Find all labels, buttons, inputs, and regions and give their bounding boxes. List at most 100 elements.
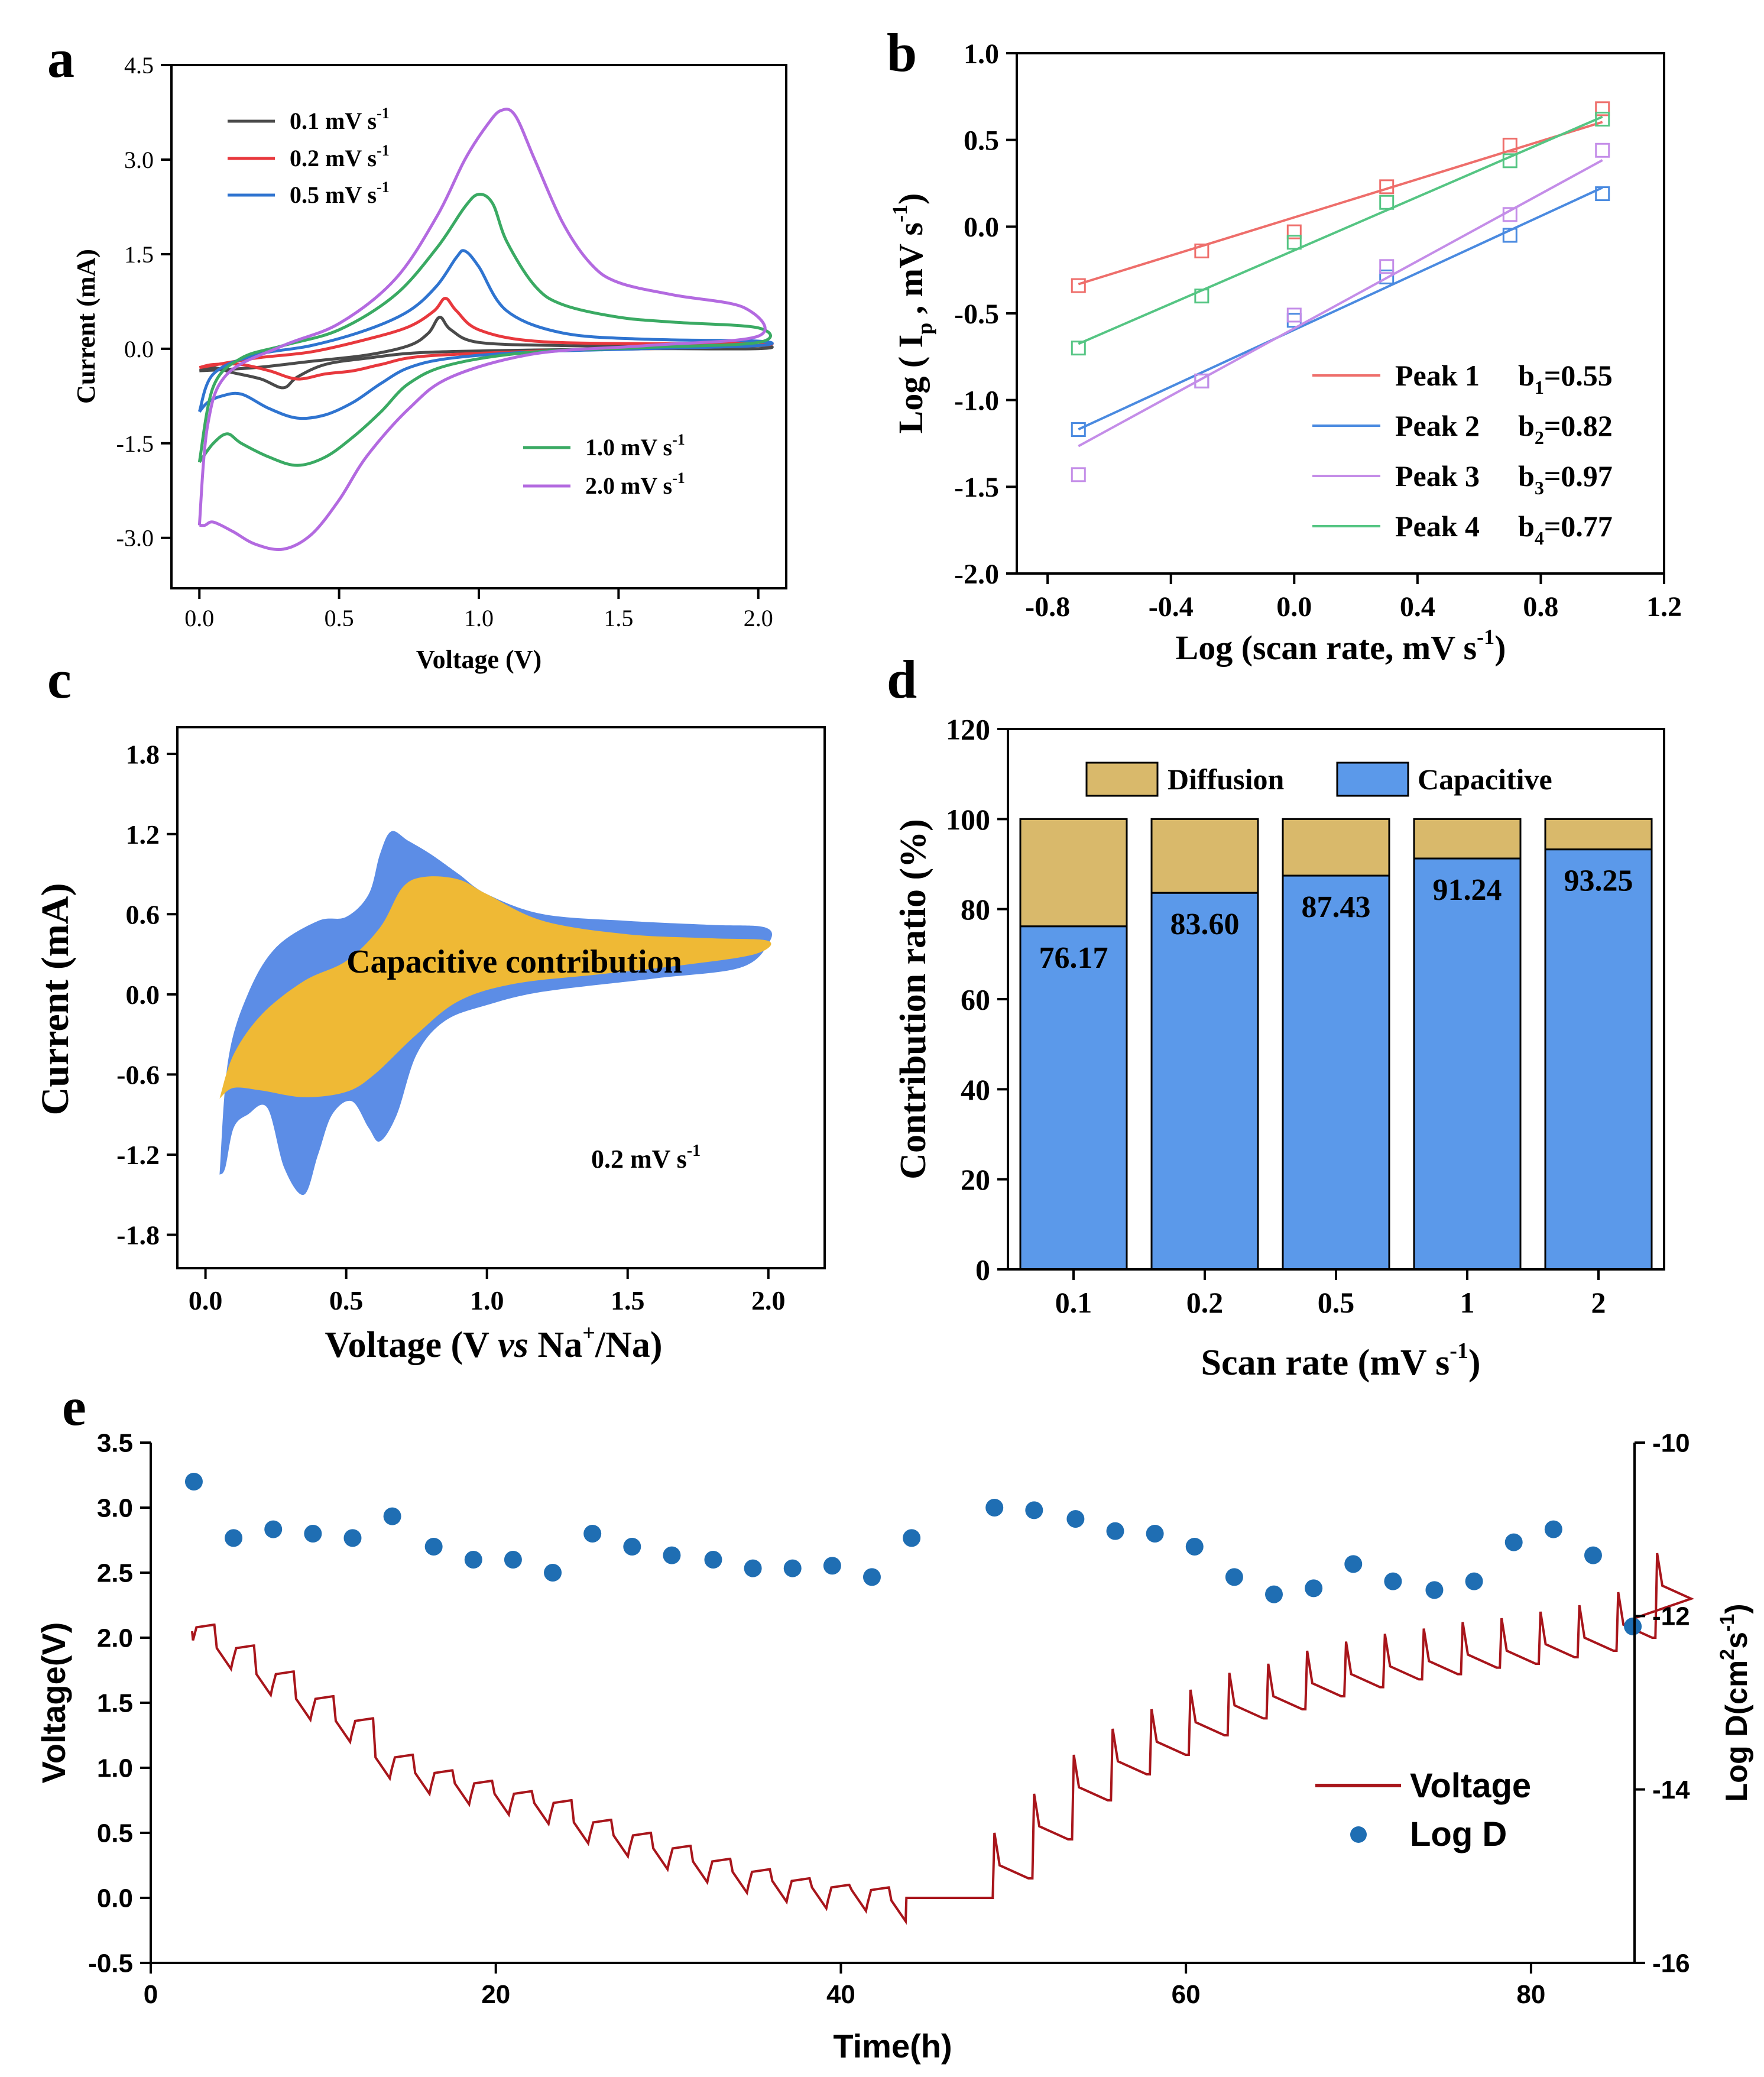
fit-line-peak-1: [1078, 121, 1603, 286]
logd-point-0: [184, 1473, 203, 1490]
bar-capacitive-1: [1413, 857, 1522, 1271]
panel-d-bars: 76.17 83.60 87.43 91.24 93.25: [1019, 818, 1653, 1271]
logd-point-30: [1425, 1581, 1444, 1599]
point-peak-4-1: [1194, 289, 1209, 304]
bar-capacitive-0.5: [1282, 874, 1390, 1271]
panel-e-right-ytick-label--12: -12: [1652, 1602, 1690, 1631]
panel-d-legend: Diffusion Capacitive: [1085, 762, 1552, 797]
panel-a-ytick-label--3.0: -3.0: [116, 525, 154, 552]
panel-c-xtick-label-1.0: 1.0: [470, 1285, 504, 1315]
legend-label-0.5: 0.5 mV s-1: [290, 179, 390, 208]
panel-a-label: a: [47, 28, 74, 89]
logd-point-3: [304, 1525, 322, 1543]
point-peak-3-1: [1194, 373, 1209, 388]
panel-e-ytick-label-1.5: 1.5: [97, 1689, 133, 1718]
panel-a-ytick-label-4.5: 4.5: [124, 52, 154, 79]
panel-c-xtick-label-0.5: 0.5: [329, 1285, 364, 1315]
bar-diffusion-0.2: [1150, 818, 1259, 894]
bar-value-label-0.1: 76.17: [1039, 941, 1108, 975]
panel-b-ytick-label-0.5: 0.5: [964, 125, 999, 156]
logd-point-6: [424, 1538, 443, 1556]
point-peak-1-0: [1071, 278, 1086, 293]
panel-a-ytick-label-1.5: 1.5: [124, 241, 154, 268]
panel-a-ytick-label-3.0: 3.0: [124, 147, 154, 173]
logd-point-35: [1624, 1617, 1642, 1635]
panel-b-xtick-label-0.8: 0.8: [1523, 591, 1558, 623]
point-peak-2-0: [1071, 422, 1086, 438]
bar-capacitive-2: [1544, 848, 1653, 1271]
panel-c-xtick-label-2.0: 2.0: [751, 1285, 786, 1315]
panel-b-ytick-label--2.0: -2.0: [954, 559, 999, 590]
panel-a-ticks: 0.0 0.5 1.0 1.5 2.0 -3.0 -1.5 0.0 1.5 3.0 4.5: [116, 52, 773, 631]
bar-capacitive-0.2: [1150, 892, 1259, 1271]
logd-point-20: [1025, 1501, 1043, 1519]
panel-e-ylabel-right: Log D(cm2s-1): [1716, 1603, 1754, 1801]
panel-a-ytick-label-0.0: 0.0: [124, 336, 154, 362]
logd-point-34: [1584, 1546, 1602, 1564]
bar-diffusion-2: [1544, 818, 1653, 851]
panel-e-xtick-label-0: 0: [144, 1980, 158, 2009]
point-peak-3-0: [1071, 467, 1086, 482]
bar-value-label-1: 91.24: [1433, 873, 1502, 907]
logd-point-12: [663, 1546, 681, 1564]
legend-marker-logd: [1350, 1826, 1367, 1843]
legend-swatch-capacitive: [1336, 762, 1409, 797]
panel-a: a 0.0 0.5 1.0 1.5 2.0 -3.0 -1.5 0.0 1.5 3.0 4.5 0.…: [47, 28, 787, 674]
bar-value-label-2: 93.25: [1564, 864, 1633, 898]
logd-point-11: [623, 1538, 641, 1556]
legend-label-voltage: Voltage: [1410, 1767, 1531, 1805]
cv-curve-2.0: [197, 108, 767, 552]
logd-point-10: [583, 1525, 602, 1543]
panel-b-label: b: [887, 22, 917, 83]
panel-d-ytick-label-80: 80: [961, 893, 990, 926]
panel-b-xtick-label-1.2: 1.2: [1646, 591, 1682, 623]
legend-label-0.2: 0.2 mV s-1: [290, 142, 390, 171]
panel-c-ytick-label--1.8: -1.8: [116, 1220, 160, 1250]
panel-d-ytick-label-40: 40: [961, 1073, 990, 1106]
legend-label-capacitive: Capacitive: [1418, 763, 1552, 796]
panel-a-xtick-label-2.0: 2.0: [744, 605, 773, 631]
panel-a-xtick-label-1.0: 1.0: [464, 605, 494, 631]
panel-e-ytick-label-2.5: 2.5: [97, 1558, 133, 1587]
panel-e-ytick-label--0.5: -0.5: [88, 1949, 133, 1978]
panel-a-legend-top: 0.1 mV s-1 0.2 mV s-1 0.5 mV s-1: [228, 105, 390, 208]
logd-point-25: [1225, 1568, 1243, 1586]
logd-point-8: [504, 1551, 522, 1569]
bar-capacitive-0.1: [1019, 925, 1128, 1271]
panel-c-ytick-label-0.0: 0.0: [126, 980, 160, 1010]
point-peak-3-4: [1502, 207, 1517, 222]
bar-diffusion-1: [1413, 818, 1522, 860]
panel-b-series: [1071, 101, 1610, 482]
panel-e-logd-points: [184, 1473, 1642, 1635]
logd-point-33: [1544, 1520, 1562, 1538]
logd-point-28: [1344, 1555, 1363, 1573]
panel-e-xtick-label-80: 80: [1516, 1980, 1545, 2009]
legend-label-peak-4: Peak 4: [1395, 510, 1480, 543]
panel-b-ylabel: Log ( Ip , mV s-1): [888, 193, 936, 434]
logd-point-18: [903, 1529, 921, 1547]
panel-e-right-ytick-label--10: -10: [1652, 1428, 1690, 1457]
panel-d-ytick-label-120: 120: [946, 713, 990, 746]
point-peak-4-4: [1502, 153, 1517, 169]
panel-e-label: e: [62, 1376, 86, 1437]
panel-e-xtick-label-20: 20: [481, 1980, 510, 2009]
panel-b-xtick-label--0.4: -0.4: [1149, 591, 1194, 623]
panel-c-label: c: [47, 649, 72, 709]
panel-c-ytick-label--1.2: -1.2: [116, 1140, 160, 1170]
point-peak-4-5: [1595, 111, 1610, 127]
panel-d-label: d: [887, 649, 917, 709]
panel-d-ytick-label-100: 100: [946, 803, 990, 836]
panel-c-xtick-label-1.5: 1.5: [611, 1285, 645, 1315]
logd-point-27: [1305, 1579, 1323, 1598]
panel-b-ytick-label-0.0: 0.0: [964, 212, 999, 243]
panel-d-xtick-label-2: 2: [1591, 1286, 1606, 1319]
logd-point-31: [1465, 1572, 1483, 1590]
panel-a-xlabel: Voltage (V): [416, 645, 541, 674]
panel-a-ylabel: Current (mA): [72, 249, 100, 404]
panel-e: e 0 20 40 60 80 -0.5 0.0 0.5 1.0 1.5 2.0 2.5 3.0 3.5 -…: [35, 1376, 1754, 2065]
bar-value-label-0.5: 87.43: [1302, 890, 1371, 924]
panel-b-ytick-label--0.5: -0.5: [954, 299, 999, 330]
logd-point-14: [744, 1559, 762, 1577]
